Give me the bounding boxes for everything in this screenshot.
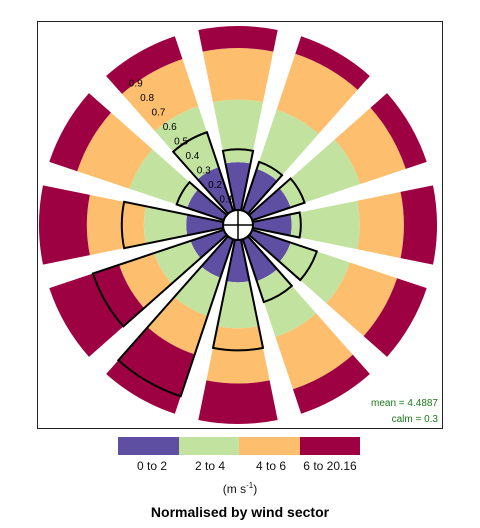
sector-210-bin-2 [174, 266, 221, 317]
legend-label-bin-2: 2 to 4 [194, 459, 226, 473]
radial-tick-5: 0.5 [174, 137, 188, 148]
sector-240-bin-2 [153, 240, 201, 284]
legend-label-bin-1: 0 to 2 [136, 459, 168, 473]
mean-stat: mean = 4.4887 [371, 398, 438, 409]
legend-color-bar [118, 437, 360, 455]
radial-tick-2: 0.2 [208, 180, 222, 191]
sector-30-bin-3 [276, 53, 358, 134]
sector-30-bin-2 [256, 109, 319, 181]
sector-0-bin-2 [212, 99, 264, 164]
sector-120-bin-1 [249, 229, 291, 262]
radial-tick-1: 0.1 [219, 195, 233, 206]
sector-60-bin-4 [370, 93, 427, 169]
sector-300-bin-4 [49, 93, 112, 172]
units-main: (m s [222, 482, 247, 496]
sector-90-bin-1 [252, 214, 292, 236]
sector-240-bin-4 [49, 264, 145, 357]
radial-tick-9: 0.9 [129, 79, 143, 90]
sector-90-bin-3 [357, 191, 404, 259]
sector-120-bin-3 [326, 262, 398, 337]
sector-150-bin-1 [242, 236, 278, 282]
legend-swatch-bin-1 [118, 437, 179, 455]
sector-300-bin-3 [77, 112, 153, 189]
sector-90-bin-4 [400, 185, 437, 265]
units-close: ) [253, 482, 258, 496]
sector-150-bin-3 [275, 313, 353, 390]
legend-swatch-bin-2 [178, 437, 239, 455]
sector-270-bin-2 [143, 206, 188, 244]
radial-tick-8: 0.8 [140, 93, 154, 104]
sector-270-bin-3 [86, 194, 146, 256]
sector-180-bin-4 [198, 380, 278, 424]
center-marker [222, 209, 254, 241]
sector-300-bin-1 [187, 189, 227, 221]
legend-swatch-bin-4 [299, 437, 360, 455]
radial-tick-labels: 0.1 0.2 0.3 0.4 0.5 0.6 0.7 0.8 0.9 [129, 79, 234, 206]
sector-210-bin-4 [106, 327, 195, 414]
sector-210-bin-1 [201, 236, 234, 278]
sector-180-bin-1 [226, 239, 250, 283]
sector-270-bin-4 [38, 185, 90, 265]
plot-area [37, 21, 443, 429]
sector-150-bin-2 [256, 269, 317, 337]
sector-30-bin-1 [242, 168, 278, 214]
radial-tick-4: 0.4 [185, 151, 199, 162]
legend-label-bin-3: 4 to 6 [255, 459, 287, 473]
sector-60-bin-3 [334, 107, 406, 185]
legend-labels: 0 to 2 2 to 4 4 to 6 6 to 20.16 [118, 459, 360, 475]
sector-150-bin-4 [292, 354, 370, 414]
sector-330-bin-3 [121, 58, 199, 132]
sector-30-bin-4 [295, 36, 370, 90]
sector-120-bin-2 [279, 242, 350, 304]
sector-0-bin-4 [198, 26, 278, 52]
sector-0-bin-3 [202, 48, 274, 103]
sector-240-bin-1 [190, 229, 227, 259]
radial-tick-6: 0.6 [163, 122, 177, 133]
sector-270-bin-1 [186, 214, 224, 236]
sector-180-bin-3 [206, 326, 270, 384]
legend-label-bin-4: 6 to 20.16 [303, 459, 357, 473]
sector-60-bin-1 [249, 188, 291, 221]
units-label: (m s-1) [0, 481, 480, 496]
sector-330-bin-4 [106, 36, 183, 94]
sector-330-bin-1 [197, 167, 234, 214]
calm-stat: calm = 0.3 [391, 414, 438, 425]
radial-tick-3: 0.3 [197, 166, 211, 177]
chart-title: Normalised by wind sector [150, 504, 330, 520]
legend-swatch-bin-3 [239, 437, 300, 455]
units-sup: -1 [246, 481, 254, 490]
sector-180-bin-2 [217, 281, 259, 329]
sector-90-bin-2 [290, 200, 360, 250]
sector-0-bin-1 [225, 162, 251, 211]
sector-120-bin-4 [363, 278, 427, 357]
radial-tick-7: 0.7 [151, 108, 165, 119]
